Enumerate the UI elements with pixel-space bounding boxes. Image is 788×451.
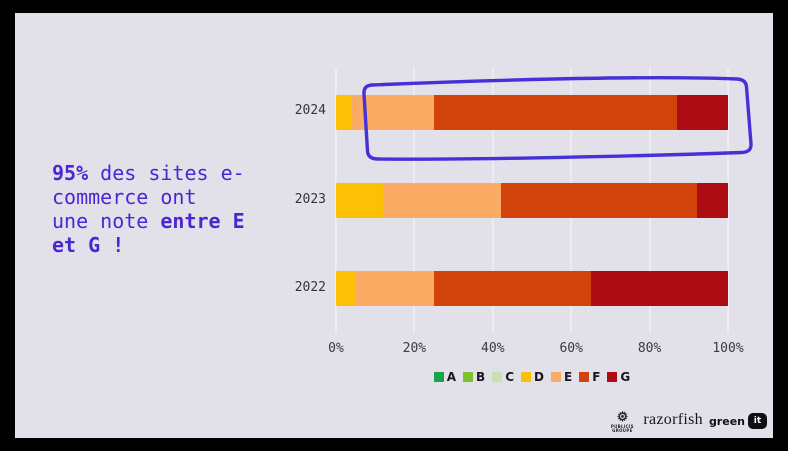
callout-line-3: une note entre E (52, 209, 322, 233)
slide: 95% des sites e- commerce ont une note e… (15, 13, 773, 438)
legend-label-A: A (446, 370, 457, 384)
legend-swatch-F (579, 372, 590, 382)
publicis-groupe-logo: PUBLICIS GROUPE (607, 410, 637, 433)
x-tick-label-0: 0% (328, 341, 344, 356)
publicis-wordmark: PUBLICIS GROUPE (611, 425, 634, 433)
x-tick-label-20: 20% (402, 341, 427, 356)
x-tick-label-80: 80% (637, 341, 662, 356)
legend-swatch-B (463, 372, 474, 382)
legend-item-A: A (433, 370, 457, 384)
legend-item-E: E (550, 370, 573, 384)
x-tick-label-60: 60% (559, 341, 583, 356)
legend-swatch-D (521, 372, 532, 382)
legend-label-B: B (476, 370, 486, 384)
bar-segment-2023-G (696, 183, 728, 218)
bar-segment-2024-G (677, 94, 728, 130)
x-tick-label-100: 100% (712, 341, 744, 356)
legend-item-F: F (579, 370, 600, 384)
y-label-2022: 2022 (294, 279, 326, 295)
legend-item-D: D (521, 370, 544, 384)
greenit-logo: green it (709, 413, 767, 433)
bar-2023 (336, 183, 728, 218)
x-tick-label-40: 40% (481, 341, 505, 356)
callout-bold-95: 95% (52, 161, 89, 185)
groupe-word: GROUPE (612, 428, 633, 433)
legend-item-B: B (463, 370, 485, 384)
callout-line-4: et G ! (52, 233, 322, 257)
callout-bold-et-g: et G ! (52, 233, 125, 257)
y-axis-labels: 2024 2023 2022 (251, 68, 326, 333)
bar-segment-2023-D (336, 183, 384, 218)
bar-segment-2023-F (500, 183, 697, 218)
publicis-lion-icon (616, 410, 628, 423)
legend-label-E: E (563, 370, 573, 384)
footer-logos: PUBLICIS GROUPE razorfish green it (607, 410, 767, 433)
stacked-bar-chart: 2024 2023 2022 0% 20% 40% 60% 80% 100% A B C D E F G (15, 13, 773, 438)
green-word: green (708, 414, 745, 428)
razorfish-logo: razorfish (643, 411, 703, 428)
callout-text-1: des sites e- (88, 161, 245, 185)
bar-segment-2023-E (383, 183, 501, 218)
gridline-100 (727, 68, 729, 333)
legend-label-F: F (592, 370, 601, 384)
bar-segment-2024-F (433, 94, 678, 130)
chart-legend: A B C D E F G (336, 370, 728, 384)
legend-swatch-C (492, 372, 503, 382)
publicis-word: PUBLICIS (610, 424, 634, 429)
bar-2022 (336, 271, 728, 307)
legend-item-C: C (492, 370, 514, 384)
legend-swatch-E (550, 372, 561, 382)
callout-text: 95% des sites e- commerce ont une note e… (52, 161, 322, 257)
legend-label-G: G (620, 370, 631, 384)
x-axis: 0% 20% 40% 60% 80% 100% (328, 341, 743, 359)
legend-label-D: D (534, 370, 544, 384)
callout-line-2: commerce ont (52, 185, 322, 209)
callout-text-3: une note (52, 209, 161, 233)
legend-swatch-G (607, 372, 618, 382)
bar-segment-2022-G (590, 271, 728, 307)
bar-segment-2022-E (355, 271, 434, 307)
callout-text-2: commerce ont (52, 185, 197, 209)
bar-segment-2022-D (336, 271, 356, 307)
callout-bold-entre-e: entre E (160, 209, 245, 233)
y-label-2024: 2024 (294, 103, 326, 119)
highlight-rectangle-annotation (362, 75, 753, 161)
bar-segment-2024-D (336, 94, 352, 130)
y-label-2023: 2023 (294, 191, 326, 207)
legend-item-G: G (607, 370, 630, 384)
greenit-badge-icon: it (748, 413, 767, 429)
callout-line-1: 95% des sites e- (52, 161, 322, 185)
bar-segment-2022-F (433, 271, 591, 307)
legend-label-C: C (505, 370, 515, 384)
legend-swatch-A (433, 372, 444, 382)
